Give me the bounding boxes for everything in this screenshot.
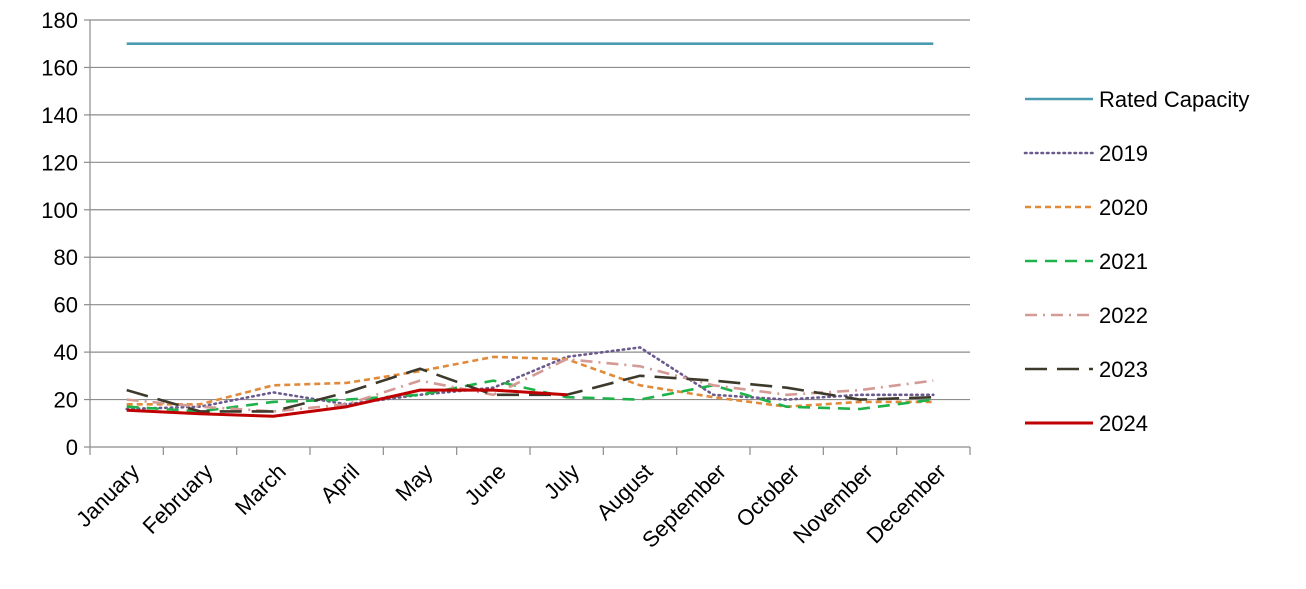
legend-item: Rated Capacity bbox=[1025, 87, 1249, 112]
legend-label: 2024 bbox=[1099, 411, 1148, 436]
x-tick-label: October bbox=[731, 459, 804, 532]
series-line-2023 bbox=[126, 367, 934, 413]
legend-item: 2023 bbox=[1025, 357, 1148, 382]
x-tick-label: August bbox=[591, 459, 657, 525]
y-tick-label: 80 bbox=[54, 245, 78, 270]
series-line-2022 bbox=[126, 357, 934, 413]
y-tick-label: 100 bbox=[41, 198, 78, 223]
legend-label: 2019 bbox=[1099, 141, 1148, 166]
legend-label: 2020 bbox=[1099, 195, 1148, 220]
series-line-2024 bbox=[126, 388, 567, 418]
series-lines bbox=[125, 42, 935, 418]
y-tick-label: 40 bbox=[54, 340, 78, 365]
y-tick-label: 160 bbox=[41, 55, 78, 80]
legend-label: Rated Capacity bbox=[1099, 87, 1249, 112]
x-tick-label: July bbox=[539, 459, 584, 504]
x-tick-label: December bbox=[861, 459, 950, 548]
x-tick-label: June bbox=[459, 459, 510, 510]
legend-item: 2019 bbox=[1023, 141, 1148, 166]
legend-item: 2024 bbox=[1025, 411, 1148, 436]
x-tick-label: May bbox=[390, 459, 437, 506]
x-tick-label: January bbox=[71, 459, 144, 532]
y-tick-label: 120 bbox=[41, 150, 78, 175]
legend-item: 2020 bbox=[1025, 195, 1148, 220]
legend-label: 2023 bbox=[1099, 357, 1148, 382]
legend-item: 2021 bbox=[1025, 249, 1148, 274]
series-line-2021 bbox=[126, 379, 934, 413]
x-tick-label: November bbox=[788, 459, 877, 548]
y-tick-label: 20 bbox=[54, 388, 78, 413]
y-axis-tick-labels: 0 20 40 60 80 100 120 140 160 180 bbox=[41, 8, 78, 460]
y-tick-label: 140 bbox=[41, 103, 78, 128]
y-tick-label: 180 bbox=[41, 8, 78, 33]
x-tick-label: March bbox=[230, 459, 291, 520]
x-tick-label: April bbox=[315, 459, 364, 508]
y-tick-label: 0 bbox=[66, 435, 78, 460]
legend-label: 2021 bbox=[1099, 249, 1148, 274]
series-line-2019 bbox=[125, 346, 935, 411]
legend-item: 2022 bbox=[1025, 303, 1148, 328]
x-tick-label: February bbox=[138, 459, 218, 539]
y-tick-label: 60 bbox=[54, 293, 78, 318]
axes bbox=[84, 19, 971, 455]
legend-label: 2022 bbox=[1099, 303, 1148, 328]
gridlines bbox=[90, 19, 970, 401]
legend: Rated Capacity 2019 2020 2021 2022 2023 2024 bbox=[1023, 87, 1249, 436]
